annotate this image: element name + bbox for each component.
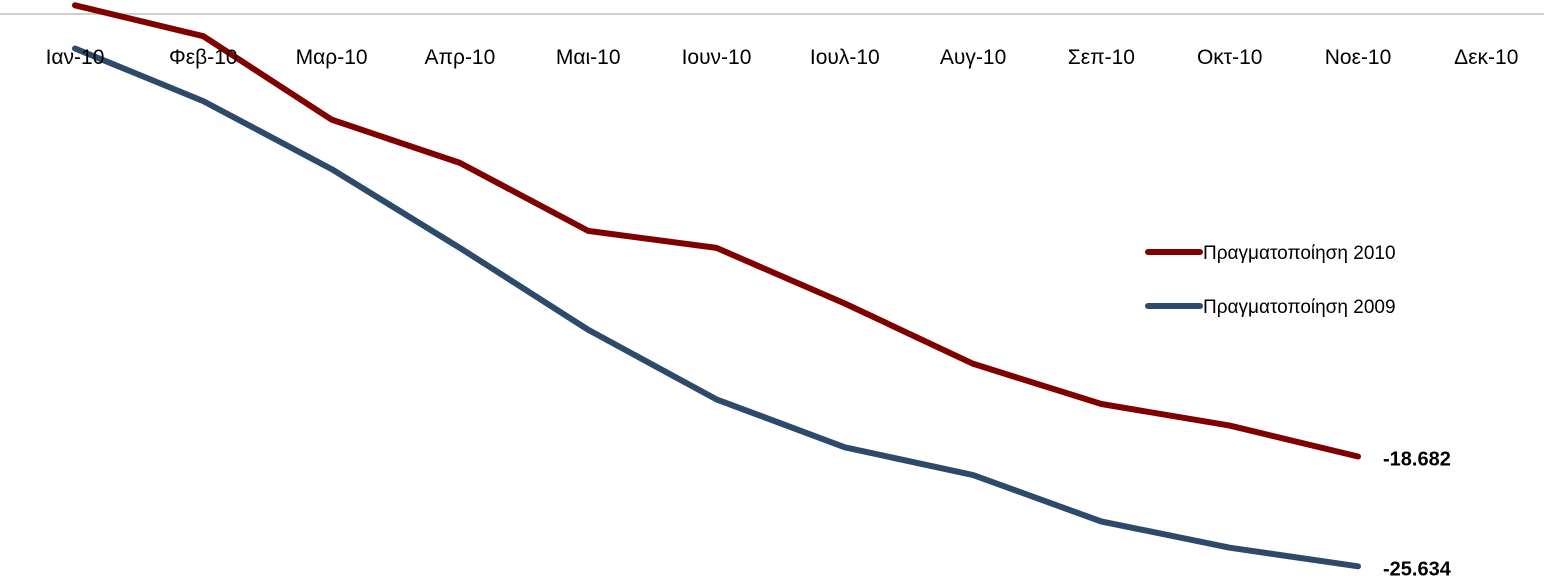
- x-tick-label: Οκτ-10: [1197, 46, 1262, 69]
- end-value-label: -18.682: [1383, 449, 1451, 471]
- end-value-label: -25.634: [1383, 558, 1452, 580]
- series-layer: [72, 2, 1361, 570]
- legend-label: Πραγματοποίηση 2010: [1203, 243, 1396, 264]
- legend-label: Πραγματοποίηση 2009: [1203, 297, 1396, 318]
- x-tick-label: Ιουλ-10: [810, 46, 880, 69]
- x-tick-label: Ιαν-10: [46, 46, 105, 69]
- x-tick-label: Σεπ-10: [1068, 46, 1135, 69]
- x-tick-label: Μαρ-10: [296, 46, 368, 69]
- x-tick-label: Νοε-10: [1325, 46, 1392, 69]
- end-labels: -18.682 -25.634: [1383, 449, 1452, 581]
- x-tick-label: Αυγ-10: [940, 46, 1006, 69]
- x-tick-label: Ιουν-10: [682, 46, 752, 69]
- x-tick-label: Δεκ-10: [1454, 46, 1518, 69]
- series-line-1: [72, 2, 1361, 460]
- x-tick-label: Απρ-10: [425, 46, 496, 69]
- category-labels: Ιαν-10 Φεβ-10 Μαρ-10 Απρ-10 Μαι-10 Ιουν-10 Ιου…: [46, 46, 1519, 69]
- legend: Πραγματοποίηση 2010 Πραγματοποίηση 2009: [1145, 243, 1396, 318]
- x-tick-label: Μαι-10: [556, 46, 621, 69]
- x-tick-label: Φεβ-10: [169, 46, 238, 69]
